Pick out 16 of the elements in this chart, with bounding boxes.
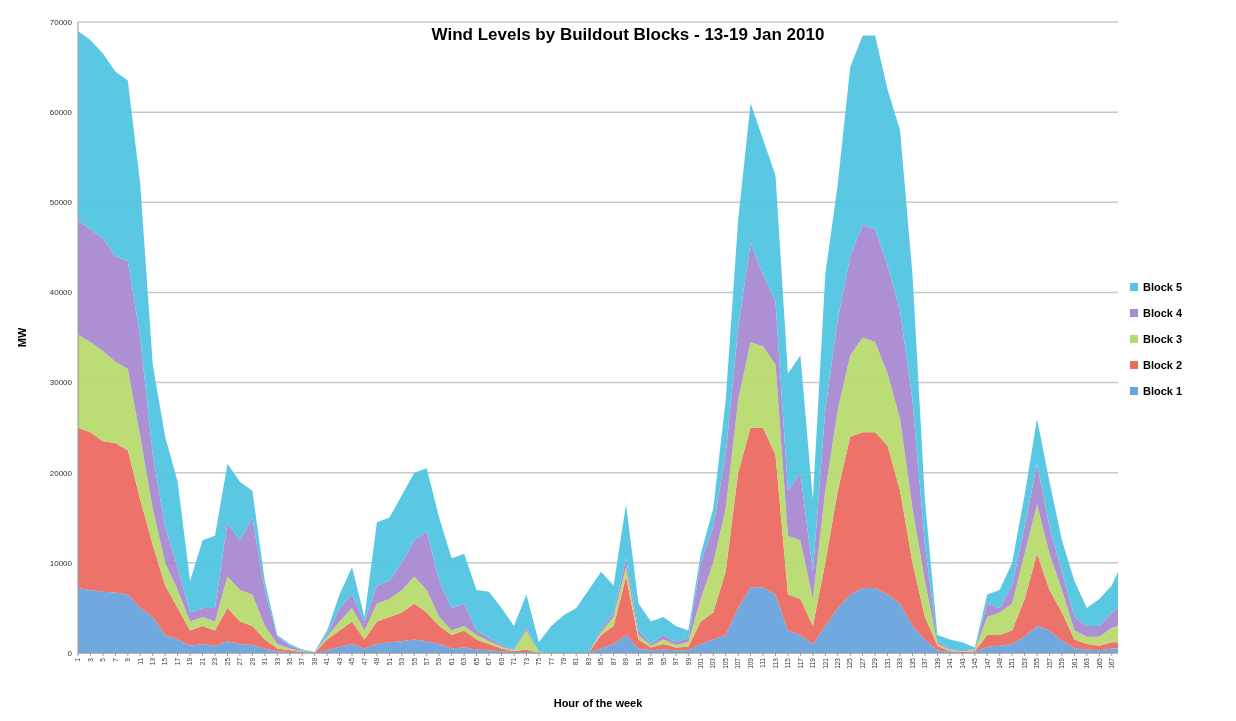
y-tick-label: 30000 (49, 378, 73, 388)
y-tick-label: 20000 (49, 468, 73, 478)
y-tick-label: 50000 (49, 198, 73, 208)
y-tick-label: 60000 (49, 107, 73, 117)
y-tick-label: 40000 (49, 288, 73, 298)
legend-label: Block 4 (1143, 306, 1184, 319)
y-axis-title: MW (16, 327, 28, 348)
legend-label: Block 3 (1143, 332, 1183, 345)
y-tick-label: 70000 (49, 17, 73, 27)
y-tick-label: 0 (67, 648, 73, 658)
y-tick-label: 10000 (49, 558, 73, 568)
legend-label: Block 2 (1143, 358, 1183, 371)
legend-label: Block 1 (1143, 384, 1183, 397)
legend-label: Block 5 (1143, 280, 1183, 293)
x-axis-title: Hour of the week (553, 697, 644, 709)
chart-title: Wind Levels by Buildout Blocks - 13-19 Jan 2010 (431, 25, 825, 44)
